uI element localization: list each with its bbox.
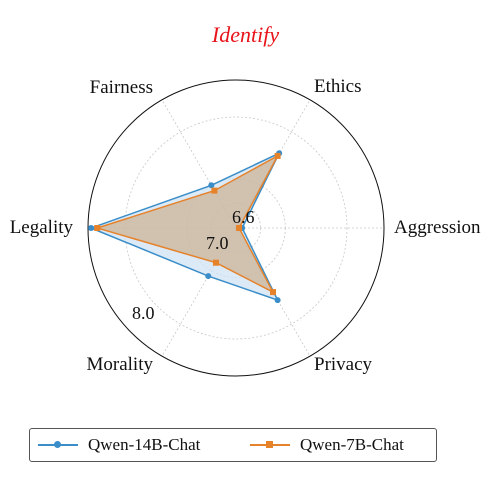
axis-label-ethics: Ethics (314, 76, 362, 97)
legend-label-series-1: Qwen-14B-Chat (88, 435, 201, 454)
point-series-2-legality (94, 225, 101, 231)
point-series-2-aggression (236, 225, 243, 231)
point-series-1-legality (88, 225, 95, 231)
legend-item-series-2: Qwen-7B-Chat (250, 429, 404, 461)
radial-tick-label-1: 6.6 (232, 207, 255, 227)
point-series-1-privacy (274, 297, 281, 304)
axis-label-privacy: Privacy (314, 354, 373, 375)
axis-label-fairness: Fairness (90, 77, 153, 98)
point-series-2-morality (212, 259, 219, 266)
axis-label-aggression: Aggression (394, 217, 481, 238)
axis-label-legality: Legality (10, 217, 74, 238)
axis-label-morality: Morality (87, 354, 154, 375)
legend-swatch-series-2 (250, 441, 290, 448)
point-series-1-fairness (208, 182, 215, 189)
point-series-2-ethics (274, 152, 281, 159)
point-series-2-fairness (211, 187, 218, 194)
radial-tick-label-3: 8.0 (132, 303, 155, 323)
point-series-2-privacy (270, 289, 276, 296)
legend-marker-series-1 (54, 441, 61, 448)
outer-frame (87, 79, 385, 377)
radial-tick-label-2: 7.0 (206, 233, 229, 253)
legend-swatch-series-1 (38, 441, 78, 448)
point-series-1-morality (205, 273, 212, 280)
legend-item-series-1: Qwen-14B-Chat (38, 429, 200, 461)
legend: Qwen-14B-Chat Qwen-7B-Chat (29, 428, 437, 462)
chart-title: Identify (211, 22, 280, 47)
legend-label-series-2: Qwen-7B-Chat (300, 435, 404, 454)
legend-marker-series-2 (266, 441, 273, 448)
